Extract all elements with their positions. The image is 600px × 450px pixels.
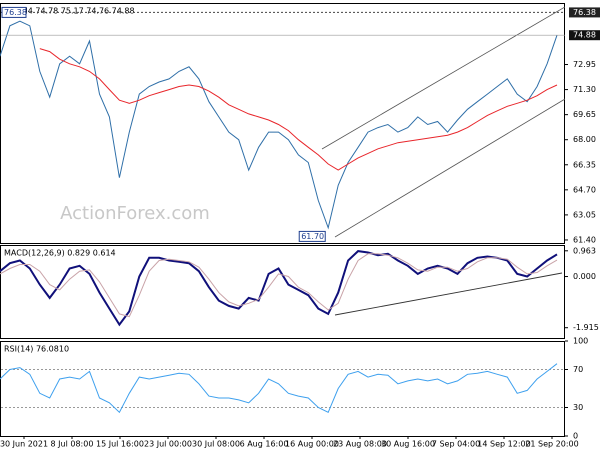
panel-title: WTI,H4 74.78 75.17 74.76 74.88 [4, 7, 135, 16]
series-line [39, 48, 558, 171]
channel-upper [321, 6, 565, 150]
y-tick-label: 63.05 [573, 210, 596, 219]
y-tick-label: 0 [573, 432, 578, 441]
x-tick-label: 8 Jul 08:00 [51, 440, 94, 449]
y-tick-label: 69.65 [573, 110, 596, 119]
rsi-frame [0, 341, 565, 437]
last-axis-label: 74.88 [573, 31, 596, 40]
y-tick-label: 71.30 [573, 85, 596, 94]
high-axis-label: 76.38 [573, 8, 596, 17]
x-tick-label: 30 Jul 08:00 [192, 440, 240, 449]
y-tick-label: 70 [573, 365, 583, 374]
panel-title: RSI(14) 76.0810 [4, 345, 69, 354]
x-tick-label: 23 Jul 00:00 [144, 440, 192, 449]
low-box [298, 230, 326, 242]
price-frame [0, 3, 565, 244]
y-tick-label: 68.00 [573, 135, 596, 144]
channel [321, 6, 565, 238]
x-tick-label: 15 Jul 16:00 [96, 440, 144, 449]
x-tick-label: 14 Sep 12:00 [477, 440, 530, 449]
y-tick-label: 100 [573, 337, 588, 346]
x-tick-label: 7 Sep 04:00 [432, 440, 480, 449]
x-tick-label: 30 Jun 2021 [0, 440, 48, 449]
high-axis-box [569, 7, 600, 18]
channel-lower [334, 98, 565, 238]
high-box [1, 6, 27, 18]
series-line [0, 250, 558, 327]
panel-title: MACD(12,26,9) 0.829 0.614 [4, 249, 116, 258]
low-label: 61.70 [301, 232, 324, 241]
x-tick-label: 23 Aug 08:00 [333, 440, 387, 449]
x-tick-label: 30 Aug 16:00 [381, 440, 435, 449]
x-tick-label: 6 Aug 16:00 [240, 440, 289, 449]
series-line [0, 363, 558, 414]
last-axis-box [569, 30, 600, 41]
macd-trendline [334, 272, 563, 316]
series-line [0, 253, 558, 318]
y-tick-label: 30 [573, 403, 583, 412]
watermark: ActionForex.com [60, 203, 210, 224]
x-tick-label: 21 Sep 20:00 [525, 440, 578, 449]
y-tick-label: 61.40 [573, 235, 596, 244]
y-tick-label: 0.963 [573, 246, 596, 255]
y-tick-label: 66.35 [573, 160, 596, 169]
high-label: 76.38 [4, 8, 27, 17]
macd-frame [0, 245, 565, 339]
y-tick-label: 64.70 [573, 185, 596, 194]
y-tick-label: -1.915 [573, 323, 599, 332]
y-tick-label: 0.000 [573, 272, 596, 281]
x-tick-label: 16 Aug 00:00 [285, 440, 339, 449]
series-line [0, 20, 558, 230]
y-tick-label: 72.95 [573, 60, 596, 69]
